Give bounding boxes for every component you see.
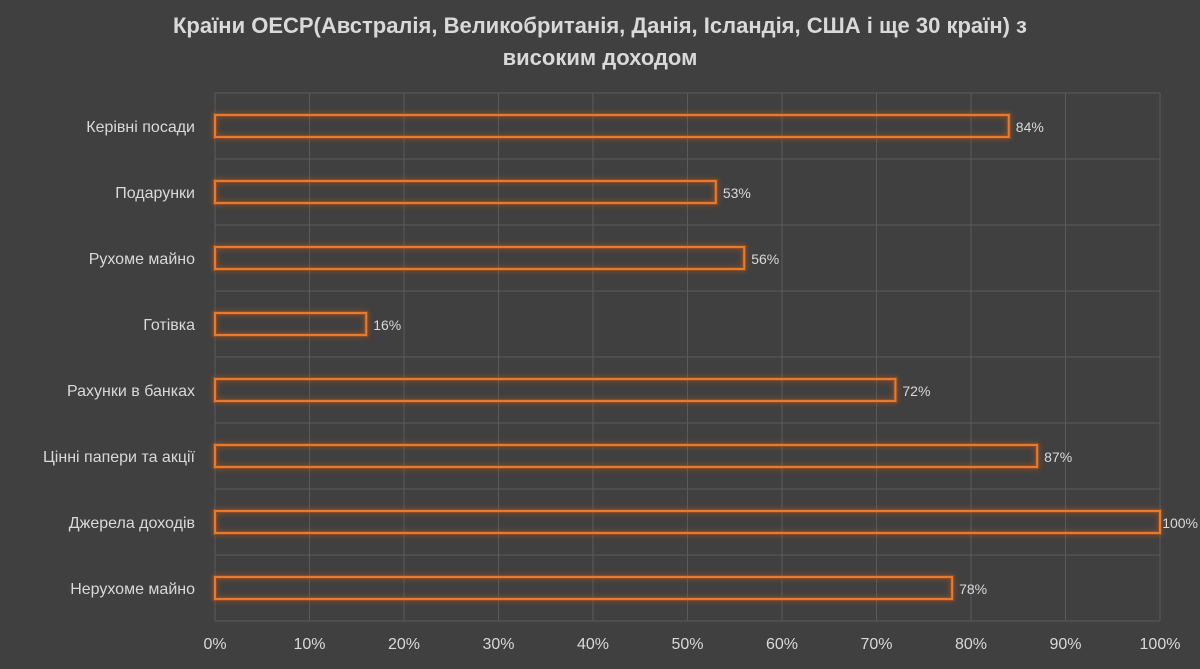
x-tick-label: 100%	[1140, 636, 1181, 653]
category-label: Керівні посади	[86, 119, 195, 136]
bar	[214, 510, 1161, 534]
category-label: Рахунки в банках	[67, 383, 195, 400]
x-tick-label: 80%	[955, 636, 987, 653]
category-label: Рухоме майно	[89, 251, 195, 268]
data-label: 53%	[723, 185, 751, 201]
x-tick-label: 10%	[293, 636, 325, 653]
x-tick-label: 20%	[388, 636, 420, 653]
x-tick-label: 30%	[482, 636, 514, 653]
data-label: 72%	[902, 383, 930, 399]
x-tick-label: 70%	[860, 636, 892, 653]
bar-glow	[213, 179, 718, 205]
data-label: 100%	[1162, 515, 1198, 531]
x-tick-label: 0%	[203, 636, 226, 653]
labels: 0% 10% 20% 30% 40% 50% 60% 70% 80% 90% 100% Керівні…	[43, 119, 1198, 653]
bar-glow	[213, 245, 747, 271]
data-label: 87%	[1044, 449, 1072, 465]
bar-glow	[213, 443, 1040, 469]
chart-title: Країни ОЕСР(Австралія, Великобританія, Д…	[0, 10, 1200, 74]
data-label: 16%	[373, 317, 401, 333]
x-tick-label: 40%	[577, 636, 609, 653]
category-label: Цінні папери та акції	[43, 449, 196, 466]
chart-title-line-2: високим доходом	[502, 45, 698, 70]
bar	[214, 114, 1010, 138]
bar	[214, 576, 954, 600]
category-label: Нерухоме майно	[70, 581, 195, 598]
bar-glow	[213, 575, 955, 601]
chart-title-line-1: Країни ОЕСР(Австралія, Великобританія, Д…	[173, 13, 1027, 38]
category-label: Джерела доходів	[69, 515, 195, 532]
bar	[214, 312, 368, 336]
category-label: Готівка	[143, 317, 195, 334]
bar	[214, 180, 717, 204]
bar-glow	[213, 113, 1011, 139]
x-tick-label: 90%	[1049, 636, 1081, 653]
x-tick-label: 60%	[766, 636, 798, 653]
bar	[214, 378, 897, 402]
bar-glow	[213, 377, 898, 403]
bar-glow	[213, 311, 369, 337]
data-label: 84%	[1016, 119, 1044, 135]
bar	[214, 444, 1039, 468]
gridlines	[214, 92, 1161, 622]
data-label: 78%	[959, 581, 987, 597]
bars	[213, 113, 1162, 601]
category-label: Подарунки	[115, 185, 195, 202]
data-label: 56%	[751, 251, 779, 267]
x-tick-label: 50%	[671, 636, 703, 653]
bar	[214, 246, 746, 270]
